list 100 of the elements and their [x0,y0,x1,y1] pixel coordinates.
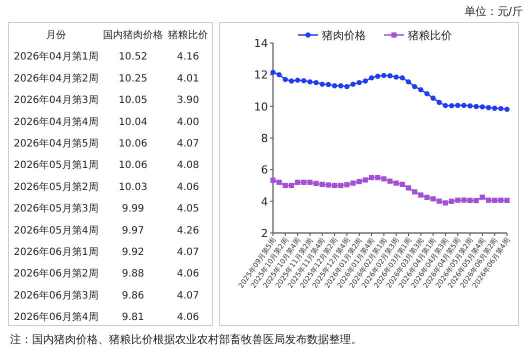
data-label: 3.90 [176,95,200,106]
y-tick-label: 8 [261,132,268,145]
point [474,198,479,204]
point [356,178,362,184]
point [448,198,454,204]
point [387,73,393,78]
point [492,106,498,111]
point [474,104,479,110]
point [480,194,485,200]
category-label: 2026年05月第1周 [14,159,98,172]
data-label: 4.07 [176,138,200,150]
y-tick-label: 14 [254,37,268,50]
point [412,189,418,194]
category-label: 2026年04月第4周 [14,116,98,128]
point [442,200,448,206]
point [467,198,473,203]
point [461,102,466,108]
point [338,83,344,88]
point [326,82,332,88]
y-tick-label: 2 [261,227,268,240]
point [288,78,294,84]
point [320,82,325,87]
data-label: 4.07 [176,247,200,258]
data-label: 10.52 [118,52,148,63]
point [314,180,319,186]
y-tick-label: 6 [261,164,268,177]
point [295,78,300,83]
point [362,78,368,84]
data-label: 10.06 [118,138,148,150]
point [504,106,510,112]
point [375,74,380,79]
point [276,72,282,78]
point [307,79,313,84]
data-label: 10.25 [118,73,148,84]
point [492,198,498,203]
point [418,192,424,198]
category-label: 2026年05月第3周 [14,202,98,215]
data-label: 9.99 [122,204,144,215]
point [301,78,306,84]
y-tick-label: 10 [254,100,268,114]
point [320,182,325,187]
point [430,196,436,202]
point [461,197,466,203]
point [498,106,504,112]
y-tick-label: 12 [254,68,268,82]
point [338,182,344,188]
point [332,83,338,88]
point [344,84,350,90]
point [394,74,399,80]
data-label: 4.05 [176,204,200,215]
category-label: 2026年04月第1周 [14,50,98,63]
point [332,182,338,188]
data-label: 4.16 [176,52,200,63]
data-label: 10.06 [118,160,148,172]
category-label: 2026年05月第4周 [14,224,98,236]
point [356,80,362,86]
data-label: 9.86 [122,290,144,302]
category-label: 2026年04月第2周 [14,72,98,84]
point [498,198,504,203]
point [424,91,430,96]
text: 单位：元/斤 [464,5,523,18]
data-label: 10.03 [118,182,148,193]
text: 月份 [46,30,66,41]
category-label: 2026年04月第3周 [14,94,98,106]
data-label: 4.07 [176,290,200,302]
data-label: 4.00 [176,116,200,128]
point [350,180,356,186]
point [394,180,399,186]
category-label: 2026年06月第1周 [14,246,98,258]
category-label: 2026年06月第3周 [14,289,98,302]
point [387,178,393,184]
point [480,104,485,110]
point [344,182,350,188]
point [400,182,405,187]
point [375,174,380,180]
point [276,180,282,185]
data-label: 9.88 [122,268,144,280]
category-label: 2026年04月第5周 [14,138,98,150]
point [424,194,430,200]
point [326,182,332,188]
category-label: 2026年06月第4周 [14,311,98,324]
point [406,79,412,84]
data-label: 9.97 [122,225,144,236]
legend-label: 猪肉价格 [322,29,366,42]
point [362,177,368,183]
data-label: 4.06 [176,312,200,324]
point [442,102,448,108]
point [368,75,374,80]
data-label: 10.04 [118,116,148,128]
text: 注：国内猪肉价格、猪粮比价根据农业农村部畜牧兽医局发布数据整理。 [10,333,362,346]
point [314,80,319,86]
data-label: 4.06 [176,268,200,280]
point [406,185,412,190]
point [270,70,276,75]
point [448,103,454,108]
text: 猪粮比价 [168,29,208,41]
data-label: 4.01 [176,73,200,84]
point [436,198,442,204]
point [436,100,442,105]
point [301,180,306,185]
